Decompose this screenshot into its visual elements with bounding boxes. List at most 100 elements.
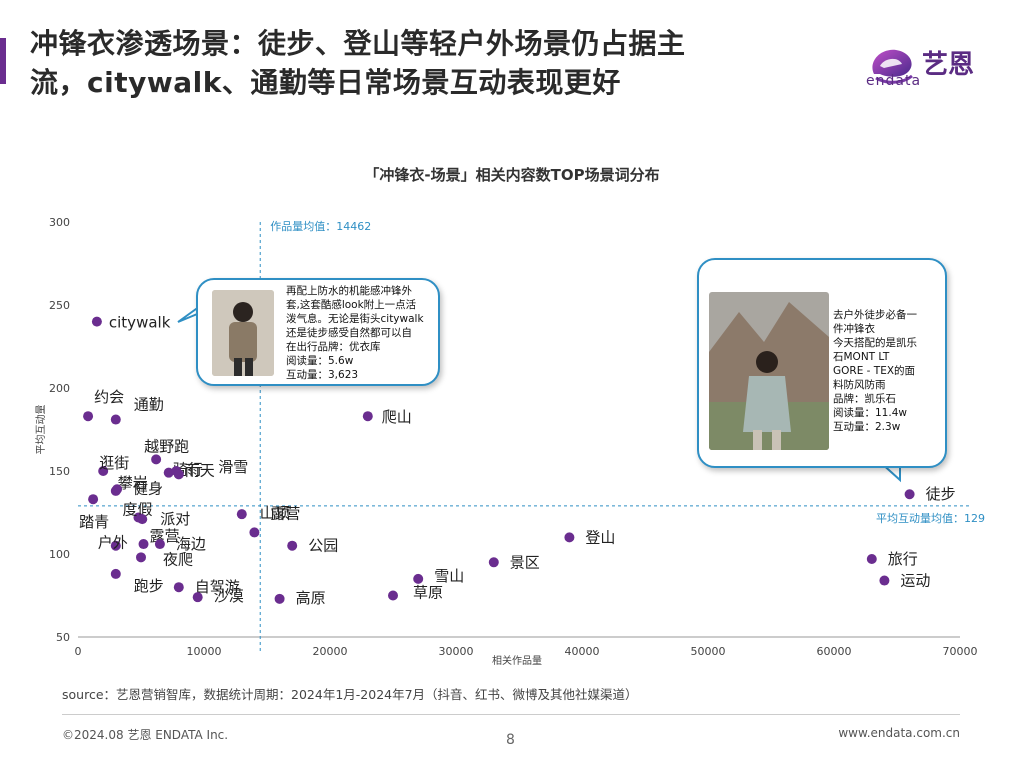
data-point: [236, 509, 247, 520]
data-point: [151, 454, 162, 465]
data-point: [173, 469, 184, 480]
y-tick-label: 300: [49, 216, 70, 229]
data-point-label: 自驾游: [195, 578, 240, 596]
data-point: [287, 540, 298, 551]
y-tick-label: 100: [49, 548, 70, 561]
x-tick-label: 40000: [565, 645, 600, 658]
data-point: [98, 466, 109, 476]
footer-copyright: ©2024.08 艺恩 ENDATA Inc.: [62, 728, 229, 742]
callout-line: 套,这套酷感look附上一点活: [286, 299, 417, 311]
data-point-label: 逛街: [99, 454, 129, 472]
callout-line: 互动量：2.3w: [833, 421, 901, 433]
data-point: [413, 573, 424, 584]
data-point-label: 海边: [176, 535, 206, 553]
endata-logo: 艺恩 endata: [866, 44, 996, 92]
callout-line: 在出行品牌：优衣库: [286, 341, 381, 353]
callout-photo-kailas: [709, 292, 829, 450]
callout-photo-uniqlo: [212, 290, 274, 376]
y-tick-label: 150: [49, 465, 70, 478]
x-axis-title: 相关作品量: [492, 654, 542, 667]
data-point: [173, 582, 184, 593]
callout-line: 料防风防雨: [833, 379, 886, 391]
data-point: [88, 494, 99, 505]
data-point: [362, 411, 373, 422]
chart-title: 「冲锋衣-场景」相关内容数TOP场景词分布: [364, 166, 660, 184]
y-tick-label: 200: [49, 382, 70, 395]
y-tick-label: 250: [49, 299, 70, 312]
data-point-label: 爬山: [382, 408, 412, 426]
data-point-label: 山顶: [260, 504, 290, 522]
callout-line: 今天搭配的是凯乐: [833, 337, 917, 349]
data-point: [866, 553, 877, 564]
data-point: [388, 590, 398, 601]
x-tick-label: 10000: [187, 645, 222, 658]
data-point-label: 露营: [270, 504, 300, 522]
x-mean-label: 作品量均值：14462: [270, 220, 371, 233]
data-point: [110, 540, 121, 551]
callout-line: 阅读量：11.4w: [833, 407, 907, 419]
callout-text-kailas: 去户外徒步必备一 件冲锋衣 今天搭配的是凯乐 石MONT LT GORE - T…: [833, 308, 917, 434]
data-point: [879, 575, 890, 586]
data-point-label: 沙漠: [214, 587, 244, 605]
page-title-line1: 冲锋衣渗透场景：徒步、登山等轻户外场景仍占据主: [30, 27, 686, 60]
source-note: source：艺恩营销智库，数据统计周期：2024年1月-2024年7月（抖音、…: [62, 687, 638, 702]
data-point-label: 景区: [510, 553, 540, 571]
footer-website[interactable]: www.endata.com.cn: [838, 726, 960, 740]
logo-text: 艺恩: [922, 50, 975, 80]
callout-line: 阅读量：5.6w: [286, 355, 354, 367]
data-point: [138, 539, 149, 550]
x-tick-label: 60000: [817, 645, 852, 658]
x-tick-label: 20000: [313, 645, 348, 658]
callout-line: GORE - TEX的面: [833, 365, 916, 377]
data-point-label: 跑步: [134, 577, 164, 595]
data-point-label: 派对: [160, 510, 190, 528]
callout-line: 再配上防水的机能感冲锋外: [286, 285, 412, 297]
data-point-label: 雪山: [434, 567, 464, 585]
data-point-label: 运动: [900, 572, 930, 590]
data-point-label: 徒步: [926, 485, 956, 503]
data-point-label: 公园: [308, 537, 338, 555]
x-tick-label: 0: [75, 645, 82, 658]
data-point-label: citywalk: [109, 314, 171, 332]
data-point: [154, 539, 165, 550]
data-point: [110, 568, 121, 579]
title-accent-bar: [0, 38, 6, 84]
endata-logo-mark-icon: [872, 49, 913, 84]
data-point: [904, 489, 915, 500]
data-point-label: 雨天: [185, 461, 215, 479]
data-point-label: 高原: [296, 589, 326, 607]
callout-line: 件冲锋衣: [833, 323, 875, 335]
data-point: [83, 411, 94, 422]
y-tick-label: 50: [56, 631, 70, 644]
data-point-label: 草原: [413, 584, 443, 602]
data-point: [163, 467, 174, 478]
footer-divider: [62, 714, 960, 715]
data-point: [110, 414, 121, 425]
data-point-label: 登山: [585, 528, 615, 546]
x-tick-label: 50000: [691, 645, 726, 658]
data-point-label: 户外: [98, 534, 128, 552]
page-title: 冲锋衣渗透场景：徒步、登山等轻户外场景仍占据主 流，citywalk、通勤等日常…: [30, 24, 830, 102]
y-axis-title: 平均互动量: [35, 405, 47, 455]
data-point: [274, 593, 285, 604]
data-point-label: 越野跑: [144, 437, 189, 455]
data-point: [136, 552, 146, 563]
logo-subtext: endata: [866, 73, 922, 89]
callout-kailas: 去户外徒步必备一 件冲锋衣 今天搭配的是凯乐 石MONT LT GORE - T…: [697, 258, 947, 468]
data-point-label: 旅行: [888, 550, 918, 568]
callout-line: 去户外徒步必备一: [833, 309, 917, 321]
data-point: [137, 514, 148, 525]
data-point: [192, 592, 203, 603]
data-point-label: 踏青: [79, 513, 109, 531]
data-point-label: 夜爬: [163, 550, 193, 568]
data-point: [91, 316, 102, 327]
callout-line: 品牌：凯乐石: [833, 393, 896, 405]
data-point-label: 通勤: [134, 396, 164, 414]
data-point: [112, 484, 123, 495]
data-point-label: 约会: [94, 388, 124, 406]
callout-line: 互动量：3,623: [286, 369, 359, 381]
data-point-label: 度假: [122, 500, 152, 518]
data-point-label: 健身: [133, 479, 163, 497]
data-point: [249, 527, 260, 538]
data-point: [488, 557, 499, 568]
